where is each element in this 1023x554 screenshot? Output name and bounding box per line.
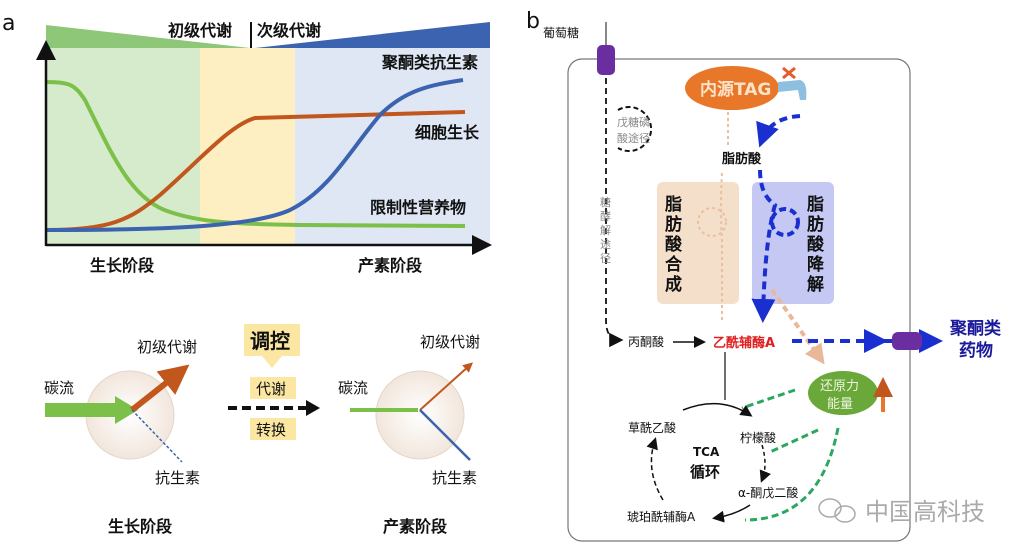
fa-degradation-char: 肪 [807,214,824,235]
tca-arrow-1 [682,402,753,417]
tca-arrow-2 [759,444,771,483]
glycolysis-char: 解 [600,223,611,237]
polyketide-drug-label-2: 药物 [959,340,993,361]
inhibition-line [744,427,840,522]
acetyl-coa-label: 乙酰辅酶A [713,335,775,351]
reducing-power-label-1: 还原力 [820,379,859,394]
tca-label-1: TCA [693,445,720,459]
fa-degradation-char: 脂 [807,195,824,215]
drug-transporter [892,332,922,350]
succinyl-coa-label: 琥珀酰辅酶A [627,509,696,524]
fatty-acid-label: 脂肪酸 [721,151,762,167]
cell-growth-curve [46,110,466,232]
fa-degradation-char: 酸 [807,234,825,255]
metabolic-box [250,377,296,399]
antibiotic-label-right: 抗生素 [432,469,477,487]
tca-arrow-3 [712,504,751,523]
switch-arrowhead [306,400,320,416]
production-phase-lower-label: 产素阶段 [383,517,448,536]
fa-synthesis-char: 肪 [665,214,682,235]
inhibition-lines [741,388,840,522]
cell-boundary [567,58,911,542]
alpha-kg-label: α-酮戊二酸 [738,485,798,500]
growth-phase-label: 生长阶段 [90,256,155,275]
fa-degradation-label: 脂 肪 酸 降 解 [807,195,825,295]
primary-metabolism-label: 初级代谢 [168,21,232,40]
cell-growth-label: 细胞生长 [415,123,480,142]
inhibition-line [741,388,796,410]
panel-a-label: a [2,11,15,36]
glycolysis-arrow [605,78,624,348]
glycolysis-char: 途 [600,237,611,251]
limiting-nutrient-label: 限制性营养物 [370,198,466,217]
carbon-flux-label-left: 碳流 [44,379,74,397]
watermark: 中国高科技 [865,498,985,526]
secondary-metabolism-label: 次级代谢 [257,21,321,40]
production-phase-label: 产素阶段 [358,256,423,275]
fa-synthesis-pathway [720,171,723,320]
fa-synthesis-char: 脂 [665,195,682,215]
primary-wedge [46,25,250,48]
primary-flux-arrow [130,364,190,413]
carbon-flux-arrowhead [115,396,138,424]
metabolic-label: 代谢 [256,380,286,398]
pentose-label-2: 酸途径 [617,131,650,145]
primary-label-right: 初级代谢 [420,333,480,351]
polyketide-curve [46,78,464,232]
fa-synthesis-char: 成 [665,274,682,295]
fa-degradation-pathway [751,169,778,323]
regulation-pointer [262,356,282,368]
fa-degradation-cycle [770,207,800,237]
secondary-wedge [255,22,490,48]
glycolysis-label: 糖 酵 解 途 径 [600,195,611,265]
polyketide-label: 聚酮类抗生素 [381,53,478,72]
fa-degradation-char: 解 [807,274,824,295]
fa-synthesis-cycle [697,207,727,237]
glycolysis-char: 糖 [600,195,611,209]
citrate-label: 柠檬酸 [740,430,776,445]
panel-b-label: b [526,9,540,34]
switch-label: 转换 [256,421,286,439]
endogenous-tag-label: 内源TAG [700,79,771,100]
pyruvate-label: 丙酮酸 [628,334,664,349]
wechat-icon [818,498,856,523]
reducing-power-label-2: 能量 [827,397,853,412]
primary-label-left: 初级代谢 [137,338,197,356]
glucose-label: 葡萄糖 [543,25,579,40]
fa-synthesis-label: 脂 肪 酸 合 成 [665,195,683,295]
antibiotic-flux-arrow [131,409,183,463]
reducing-power-node [808,371,878,415]
tca-arrow-4 [646,437,664,501]
polyketide-drug-label-1: 聚酮类 [949,318,1002,339]
degradation-to-reducing-arrow [770,288,825,365]
growth-phase-lower-label: 生长阶段 [108,517,173,536]
regulation-label: 调控 [250,329,290,353]
fa-synthesis-char: 合 [665,254,683,275]
tca-label-2: 循环 [690,463,720,481]
switch-box [250,418,296,440]
endogenous-tag-node [685,66,779,110]
fa-degradation-char: 降 [807,254,825,275]
production-flux-circle [375,370,465,460]
oxaloacetate-label: 草酰乙酸 [628,420,676,435]
glucose-transporter [597,45,615,75]
pentose-cycle [617,106,653,152]
primary-flux-arrow-right [419,362,473,411]
regulation-box [244,324,300,356]
carbon-flux-label-right: 碳流 [338,379,368,397]
fa-synthesis-box [657,182,739,304]
fa-degradation-box [752,182,834,304]
glycolysis-char: 径 [600,252,611,265]
fa-synthesis-char: 酸 [665,234,683,255]
antibiotic-flux-arrow-right [419,409,471,461]
faucet-icon [778,66,807,100]
pentose-label-1: 戊糖磷 [617,115,650,129]
glycolysis-char: 酵 [600,210,611,223]
inhibition-line [769,428,819,454]
tag-to-fatty-acid-arrow [756,114,801,148]
antibiotic-label-left: 抗生素 [155,469,200,487]
